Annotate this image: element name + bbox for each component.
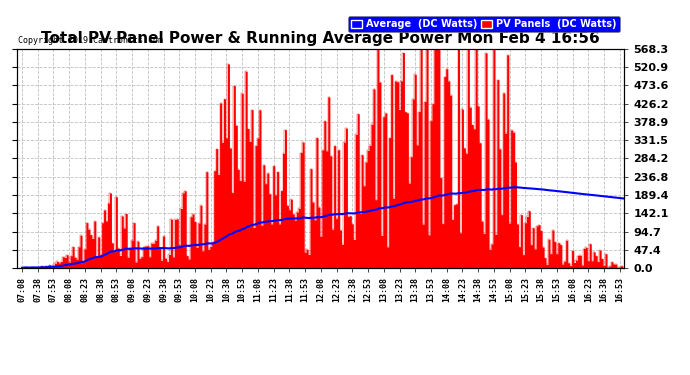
- Title: Total PV Panel Power & Running Average Power Mon Feb 4 16:56: Total PV Panel Power & Running Average P…: [41, 31, 600, 46]
- Legend: Average  (DC Watts), PV Panels  (DC Watts): Average (DC Watts), PV Panels (DC Watts): [348, 16, 620, 32]
- Text: Copyright 2019 Cartronics.com: Copyright 2019 Cartronics.com: [19, 36, 164, 45]
